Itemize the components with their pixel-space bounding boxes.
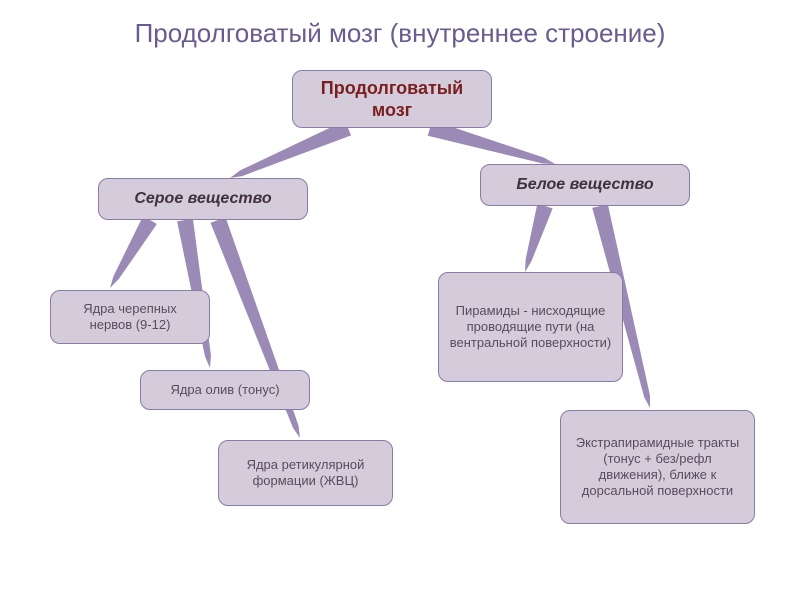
node-white-label: Белое вещество	[516, 175, 653, 195]
node-root-label: Продолговатый мозг	[303, 77, 481, 122]
node-reticular-nuclei: Ядра ретикулярной формации (ЖВЦ)	[218, 440, 393, 506]
node-white-matter: Белое вещество	[480, 164, 690, 206]
arrow	[110, 216, 157, 288]
node-reticular-label: Ядра ретикулярной формации (ЖВЦ)	[229, 457, 382, 490]
arrow	[230, 121, 351, 178]
node-gray-matter: Серое вещество	[98, 178, 308, 220]
node-extrapyramidal: Экстрапирамидные тракты (тонус + без/реф…	[560, 410, 755, 524]
node-pyramids: Пирамиды - нисходящие проводящие пути (н…	[438, 272, 623, 382]
node-extrapyramidal-label: Экстрапирамидные тракты (тонус + без/реф…	[571, 435, 744, 500]
node-cranial-nuclei: Ядра черепных нервов (9-12)	[50, 290, 210, 344]
page-title: Продолговатый мозг (внутреннее строение)	[0, 18, 800, 49]
node-root: Продолговатый мозг	[292, 70, 492, 128]
node-olive-label: Ядра олив (тонус)	[170, 382, 279, 398]
node-cranial-label: Ядра черепных нервов (9-12)	[61, 301, 199, 334]
node-pyramids-label: Пирамиды - нисходящие проводящие пути (н…	[449, 303, 612, 352]
node-olive-nuclei: Ядра олив (тонус)	[140, 370, 310, 410]
node-gray-label: Серое вещество	[134, 189, 271, 209]
arrow	[525, 204, 553, 272]
